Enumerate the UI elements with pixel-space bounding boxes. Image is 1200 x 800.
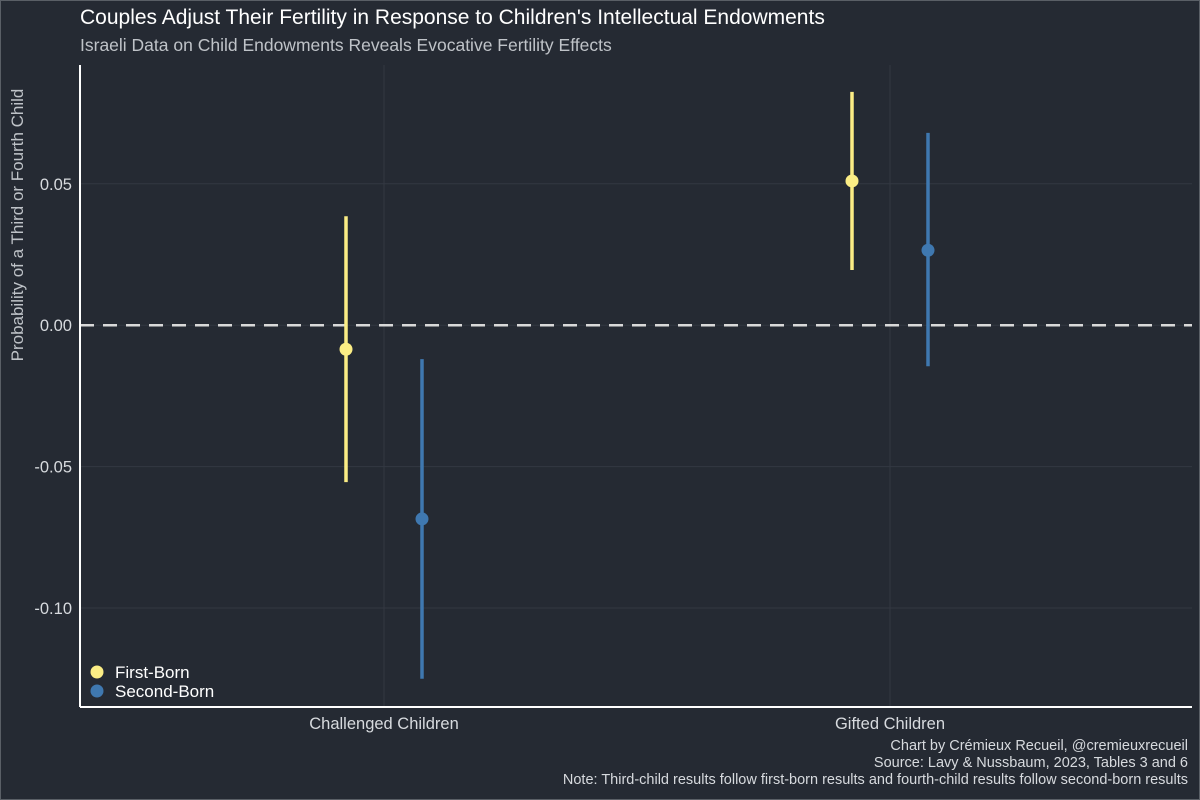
chart-subtitle: Israeli Data on Child Endowments Reveals… <box>80 35 612 55</box>
point-estimate <box>845 174 859 188</box>
y-tick-labels: 0.05 0.00 -0.05 -0.10 <box>34 176 72 618</box>
series-first-born <box>339 91 859 483</box>
legend-key <box>90 665 104 679</box>
y-tick-label: -0.05 <box>34 459 72 477</box>
legend-label: First-Born <box>115 663 190 682</box>
x-tick-label: Challenged Children <box>309 715 459 733</box>
y-tick-label: 0.00 <box>40 317 72 335</box>
data-series <box>339 91 935 679</box>
x-tick-labels: Challenged Children Gifted Children <box>309 715 945 733</box>
y-tick-label: 0.05 <box>40 176 72 194</box>
axes <box>79 65 1192 708</box>
y-tick-label: -0.10 <box>34 600 72 618</box>
caption-note: Note: Third-child results follow first-b… <box>562 772 1188 788</box>
series-second-born <box>415 132 935 679</box>
point-estimate <box>339 342 353 356</box>
chart-title: Couples Adjust Their Fertility in Respon… <box>80 6 825 29</box>
legend-key <box>90 684 104 698</box>
legend-label: Second-Born <box>115 682 214 701</box>
x-tick-label: Gifted Children <box>835 715 945 733</box>
caption-source: Source: Lavy & Nussbaum, 2023, Tables 3 … <box>873 755 1188 771</box>
caption-credit: Chart by Crémieux Recueil, @cremieuxrecu… <box>890 738 1188 754</box>
point-estimate <box>921 243 935 257</box>
point-estimate <box>415 512 429 526</box>
caption: Chart by Crémieux Recueil, @cremieuxrecu… <box>563 738 1188 789</box>
gridlines <box>80 65 1192 707</box>
